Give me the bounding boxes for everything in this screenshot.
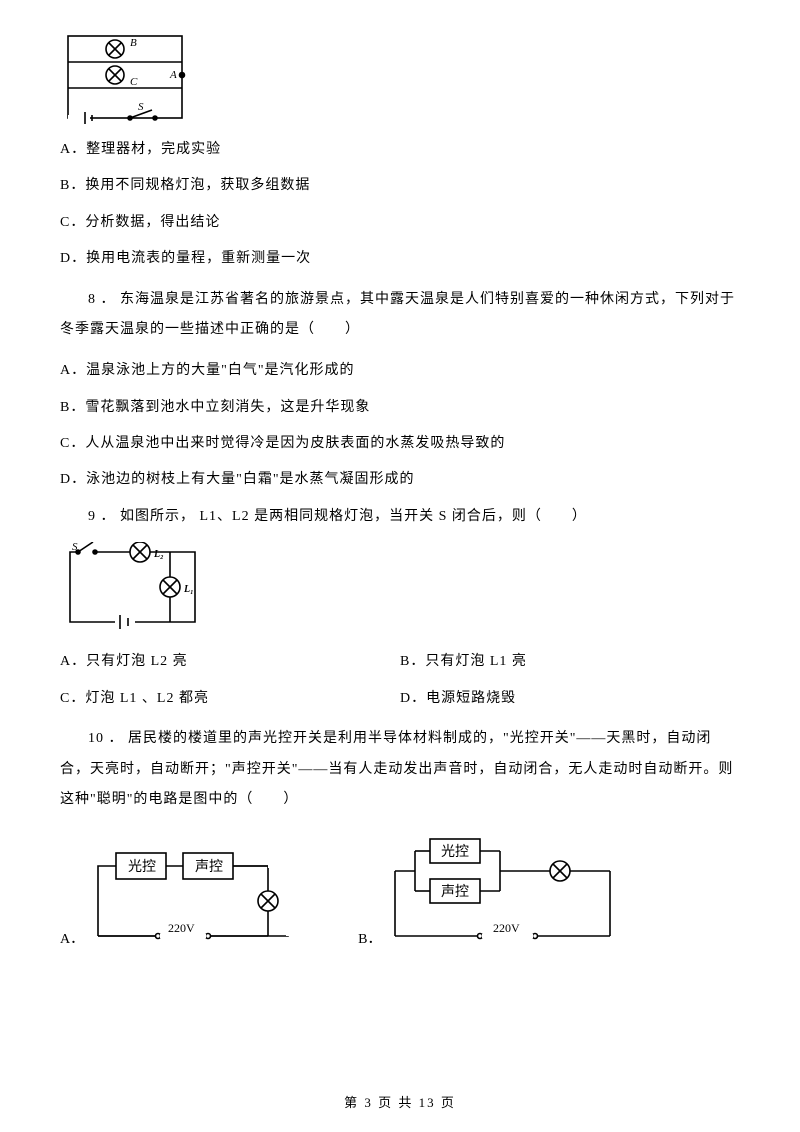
- q10-label-a: A．: [60, 929, 84, 951]
- q8-option-b: B．雪花飘落到池水中立刻消失，这是升华现象: [60, 397, 740, 419]
- q10-number: 10 ．: [88, 731, 128, 746]
- q7-option-d: D．换用电流表的量程，重新测量一次: [60, 248, 740, 270]
- q10-figure-b-wrap: B．: [358, 831, 625, 951]
- q8-option-c: C．人从温泉池中出来时觉得冷是因为皮肤表面的水蒸发吸热导致的: [60, 433, 740, 455]
- label-a: A: [169, 69, 177, 81]
- q10-figure-b: 光控 声控 220V: [385, 831, 625, 951]
- q9-stem-text: 如图所示， L1、L2 是两相同规格灯泡，当开关 S 闭合后，则（ ）: [120, 509, 587, 524]
- q10-figure-a: 光控 声控 220V: [88, 841, 298, 951]
- q9-label-s: S: [72, 542, 78, 553]
- q9-options-row2: C．灯泡 L1 、L2 都亮 D．电源短路烧毁: [60, 688, 740, 710]
- q10b-box-light: 光控: [441, 844, 469, 860]
- q8-number: 8 ．: [88, 292, 120, 307]
- q10a-voltage: 220V: [168, 921, 195, 935]
- q9-label-l2: L₂: [153, 549, 164, 560]
- label-s: S: [138, 101, 144, 113]
- q9-option-a: A．只有灯泡 L2 亮: [60, 651, 400, 673]
- q9-options-row1: A．只有灯泡 L2 亮 B．只有灯泡 L1 亮: [60, 651, 740, 673]
- label-b: B: [130, 37, 137, 49]
- q9-stem: 9 ． 如图所示， L1、L2 是两相同规格灯泡，当开关 S 闭合后，则（ ）: [60, 506, 740, 528]
- label-c: C: [130, 76, 138, 88]
- page-footer: 第 3 页 共 13 页: [0, 1093, 800, 1114]
- q8-stem: 8 ． 东海温泉是江苏省著名的旅游景点，其中露天温泉是人们特别喜爱的一种休闲方式…: [60, 285, 740, 347]
- q10-label-b: B．: [358, 929, 381, 951]
- q7-option-c: C．分析数据，得出结论: [60, 212, 740, 234]
- q10-figures: A．: [60, 831, 740, 951]
- q9-option-d: D．电源短路烧毁: [400, 688, 740, 710]
- q7-option-b: B．换用不同规格灯泡，获取多组数据: [60, 175, 740, 197]
- q10-stem-text: 居民楼的楼道里的声光控开关是利用半导体材料制成的，"光控开关"——天黑时，自动闭…: [60, 731, 733, 808]
- q9-option-c: C．灯泡 L1 、L2 都亮: [60, 688, 400, 710]
- q10-figure-a-wrap: A．: [60, 841, 298, 951]
- q8-option-d: D．泳池边的树枝上有大量"白霜"是水蒸气凝固形成的: [60, 469, 740, 491]
- q8-option-a: A．温泉泳池上方的大量"白气"是汽化形成的: [60, 360, 740, 382]
- q10b-voltage: 220V: [493, 921, 520, 935]
- q8-stem-text: 东海温泉是江苏省著名的旅游景点，其中露天温泉是人们特别喜爱的一种休闲方式，下列对…: [60, 292, 735, 338]
- q9-figure: S L₂ L₁: [60, 542, 740, 637]
- q10-stem: 10 ． 居民楼的楼道里的声光控开关是利用半导体材料制成的，"光控开关"——天黑…: [60, 724, 740, 816]
- q9-number: 9 ．: [88, 509, 120, 524]
- q9-option-b: B．只有灯泡 L1 亮: [400, 651, 740, 673]
- q10a-box-light: 光控: [128, 859, 156, 875]
- q7-option-a: A．整理器材，完成实验: [60, 139, 740, 161]
- q10a-box-sound: 声控: [195, 859, 223, 875]
- q10b-box-sound: 声控: [441, 884, 469, 900]
- q9-label-l1: L₁: [183, 584, 194, 595]
- q7-figure: B A C S: [60, 30, 740, 125]
